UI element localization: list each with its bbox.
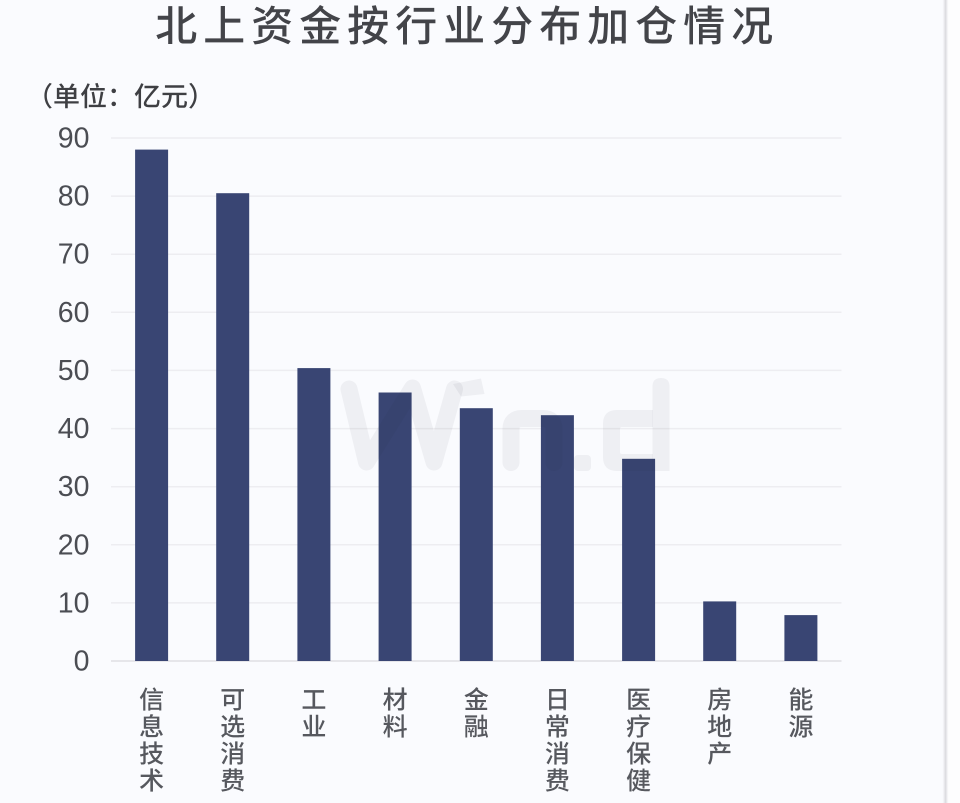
svg-text:0: 0 [74,646,90,678]
svg-text:50: 50 [58,355,90,387]
svg-text:90: 90 [58,123,90,155]
svg-text:40: 40 [58,413,90,445]
svg-text:60: 60 [58,297,90,329]
svg-text:80: 80 [58,181,90,213]
svg-text:20: 20 [58,529,90,561]
svg-text:70: 70 [58,239,90,271]
svg-text:30: 30 [58,471,90,503]
svg-text:10: 10 [58,587,90,619]
